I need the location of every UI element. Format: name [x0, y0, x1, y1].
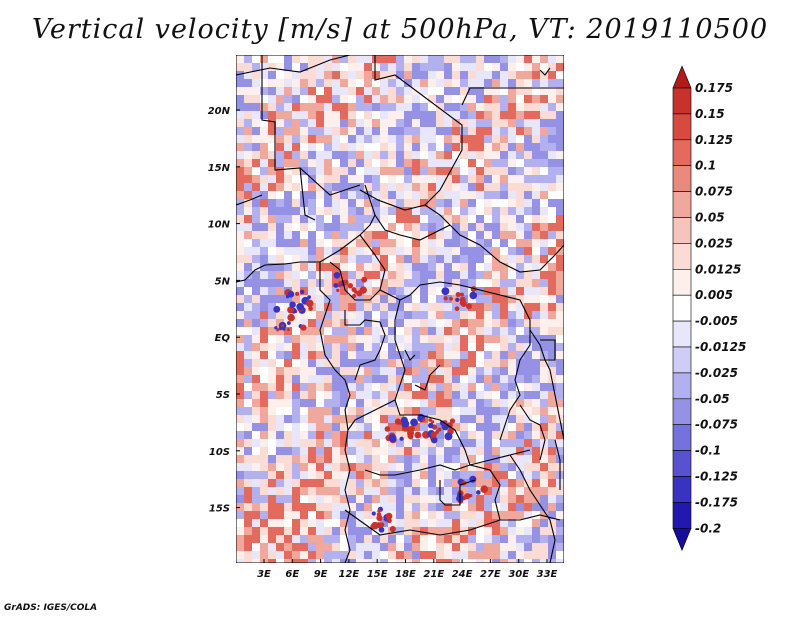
lat-tick-label: 20N — [208, 106, 231, 117]
lon-tick-label: 3E — [257, 569, 271, 580]
colorbar-top-arrow — [672, 65, 692, 89]
lon-tick-label: 15E — [367, 569, 388, 580]
latitude-axis: 20N 15N 10N 5N EQ 5S 10S 15S — [208, 106, 240, 515]
lat-tick-label: 10S — [209, 447, 230, 458]
colorbar-labels: 0.175 0.15 0.125 0.1 0.075 0.05 0.025 0.0125 0.0… — [695, 81, 746, 535]
colorbar-label: -0.025 — [695, 366, 738, 380]
colorbar-bin — [672, 165, 692, 192]
colorbar-label: -0.075 — [695, 418, 738, 432]
colorbar-bin — [672, 139, 692, 167]
lat-tick-label: 10N — [208, 220, 231, 231]
lat-tick-label: 15N — [208, 163, 231, 174]
colorbar-label: 0.15 — [695, 107, 725, 121]
colorbar-bin — [672, 502, 692, 529]
colorbar-bin — [672, 320, 692, 348]
lat-tick-label: 5S — [216, 390, 230, 401]
colorbar-label: -0.05 — [695, 392, 730, 406]
lat-tick-label: EQ — [215, 333, 231, 344]
country-borders — [236, 55, 564, 563]
colorbar-bin — [672, 294, 692, 322]
colorbar-label: 0.075 — [695, 185, 733, 199]
colorbar-bin — [672, 268, 692, 296]
lon-tick-label: 9E — [314, 569, 328, 580]
lon-tick-label: 27E — [480, 569, 501, 580]
colorbar-label: -0.0125 — [695, 340, 746, 354]
colorbar-bin — [672, 424, 692, 451]
colorbar-label: 0.05 — [695, 211, 725, 225]
colorbar-label: 0.175 — [695, 81, 733, 95]
colorbar-label: 0.005 — [695, 288, 733, 302]
lon-tick-label: 21E — [423, 569, 444, 580]
colorbar-bins — [672, 65, 692, 552]
grads-credit: GrADS: IGES/COLA — [4, 603, 98, 613]
lon-tick-label: 33E — [537, 569, 558, 580]
colorbar-bin — [672, 346, 692, 374]
lon-tick-label: 6E — [285, 569, 299, 580]
lat-tick-label: 15S — [209, 504, 230, 515]
colorbar-bin — [672, 87, 692, 115]
colorbar-label: 0.0125 — [695, 262, 741, 276]
lon-tick-label: 24E — [452, 569, 473, 580]
lat-tick-label: 5N — [215, 276, 231, 287]
colorbar-bin — [672, 372, 692, 400]
colorbar-label: -0.1 — [695, 444, 721, 458]
colorbar-label: -0.175 — [695, 495, 738, 509]
colorbar-bottom-arrow — [672, 527, 692, 552]
colorbar-label: -0.2 — [695, 521, 721, 535]
colorbar-bin — [672, 191, 692, 218]
colorbar-label: -0.005 — [695, 314, 738, 328]
colorbar-bin — [672, 398, 692, 425]
colorbar-label: 0.025 — [695, 236, 733, 250]
lon-tick-label: 18E — [395, 569, 416, 580]
colorbar-bin — [672, 243, 692, 270]
lon-tick-label: 30E — [508, 569, 529, 580]
colorbar-label: 0.1 — [695, 159, 716, 173]
colorbar-bin — [672, 450, 692, 477]
lon-tick-label: 12E — [339, 569, 360, 580]
map-title: Vertical velocity [m/s] at 500hPa, VT: 2… — [31, 14, 769, 45]
colorbar-bin — [672, 476, 692, 503]
colorbar-label: -0.125 — [695, 470, 738, 484]
colorbar-bin — [672, 217, 692, 244]
longitude-axis: 3E 6E 9E 12E 15E 18E 21E 24E 27E 30E 33E — [257, 559, 558, 580]
colorbar-bin — [672, 113, 692, 141]
colorbar-label: 0.125 — [695, 133, 733, 147]
